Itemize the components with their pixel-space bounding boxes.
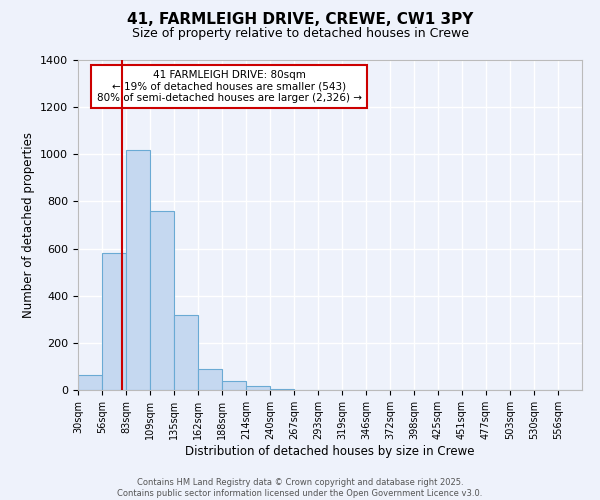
Bar [270, 388, 294, 390]
Bar [78, 374, 102, 390]
Bar [174, 314, 198, 390]
Y-axis label: Number of detached properties: Number of detached properties [22, 132, 35, 318]
Bar [222, 380, 246, 390]
Text: 41, FARMLEIGH DRIVE, CREWE, CW1 3PY: 41, FARMLEIGH DRIVE, CREWE, CW1 3PY [127, 12, 473, 28]
Bar [102, 254, 126, 390]
Bar [126, 150, 150, 390]
Text: Contains HM Land Registry data © Crown copyright and database right 2025.
Contai: Contains HM Land Registry data © Crown c… [118, 478, 482, 498]
Bar [198, 369, 222, 390]
Text: Size of property relative to detached houses in Crewe: Size of property relative to detached ho… [131, 28, 469, 40]
X-axis label: Distribution of detached houses by size in Crewe: Distribution of detached houses by size … [185, 444, 475, 458]
Bar [150, 211, 174, 390]
Text: 41 FARMLEIGH DRIVE: 80sqm
← 19% of detached houses are smaller (543)
80% of semi: 41 FARMLEIGH DRIVE: 80sqm ← 19% of detac… [97, 70, 362, 103]
Bar [246, 386, 270, 390]
